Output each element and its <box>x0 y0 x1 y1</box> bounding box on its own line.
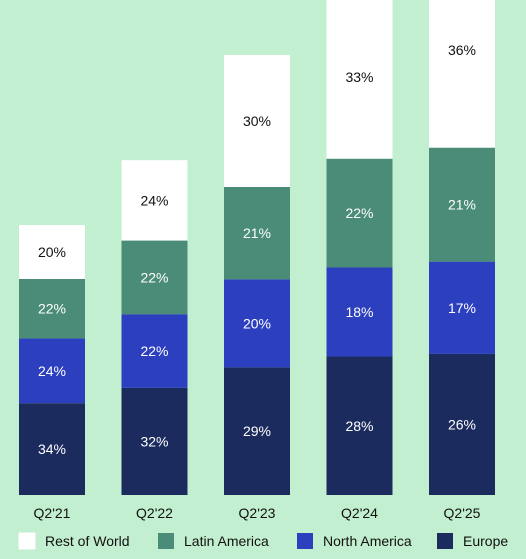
data-label-north-america-q2-22: 22% <box>140 343 168 359</box>
data-label-north-america-q2-21: 24% <box>38 363 66 379</box>
data-label-latin-america-q2-25: 21% <box>448 197 476 213</box>
bar-segment-europe-q2-25 <box>429 353 495 495</box>
bar-segment-europe-q2-21 <box>19 403 85 495</box>
bar-segment-europe-q2-24 <box>326 356 393 495</box>
data-label-rest-of-world-q2-22: 24% <box>140 192 168 208</box>
data-label-rest-of-world-q2-21: 20% <box>38 244 66 260</box>
data-label-europe-q2-22: 32% <box>140 433 168 449</box>
bar-segment-latin-america-q2-25 <box>429 147 495 262</box>
category-label-q2-25: Q2'25 <box>444 505 481 521</box>
data-label-rest-of-world-q2-23: 30% <box>243 113 271 129</box>
legend-swatch-latin-america <box>158 533 174 549</box>
bar-segment-rest-of-world-q2-25 <box>429 0 495 148</box>
bar-segment-north-america-q2-24 <box>326 267 393 357</box>
bar-segment-latin-america-q2-22 <box>121 240 188 315</box>
legend-label-europe: Europe <box>463 533 508 549</box>
data-label-europe-q2-24: 28% <box>345 418 373 434</box>
bar-segment-north-america-q2-25 <box>429 261 495 354</box>
data-label-europe-q2-21: 34% <box>38 441 66 457</box>
data-label-latin-america-q2-24: 22% <box>345 205 373 221</box>
data-label-latin-america-q2-23: 21% <box>243 225 271 241</box>
legend-label-north-america: North America <box>323 533 412 549</box>
bar-segment-rest-of-world-q2-24 <box>326 0 393 159</box>
legend-swatch-europe <box>437 533 453 549</box>
bar-segment-europe-q2-23 <box>224 367 290 495</box>
bar-segment-rest-of-world-q2-23 <box>224 54 290 187</box>
category-label-q2-23: Q2'23 <box>239 505 276 521</box>
legend-swatch-north-america <box>297 533 313 549</box>
data-label-north-america-q2-24: 18% <box>345 304 373 320</box>
bar-segment-rest-of-world-q2-22 <box>121 160 188 241</box>
data-label-rest-of-world-q2-24: 33% <box>345 69 373 85</box>
bar-segment-north-america-q2-21 <box>19 338 85 404</box>
category-label-q2-24: Q2'24 <box>341 505 378 521</box>
data-label-europe-q2-25: 26% <box>448 416 476 432</box>
category-label-q2-21: Q2'21 <box>34 505 71 521</box>
data-label-latin-america-q2-22: 22% <box>140 269 168 285</box>
bar-segment-europe-q2-22 <box>121 387 188 495</box>
data-label-latin-america-q2-21: 22% <box>38 301 66 317</box>
legend-label-rest-of-world: Rest of World <box>45 533 130 549</box>
legend-swatch-rest-of-world <box>18 532 36 550</box>
data-label-rest-of-world-q2-25: 36% <box>448 42 476 58</box>
bar-segment-rest-of-world-q2-21 <box>19 225 85 279</box>
bar-segment-latin-america-q2-21 <box>19 279 85 339</box>
data-label-north-america-q2-25: 17% <box>448 300 476 316</box>
bar-segment-north-america-q2-23 <box>224 279 290 368</box>
legend-label-latin-america: Latin America <box>184 533 269 549</box>
category-label-q2-22: Q2'22 <box>136 505 173 521</box>
bar-segment-latin-america-q2-23 <box>224 186 290 280</box>
bar-segment-north-america-q2-22 <box>121 314 188 388</box>
data-label-north-america-q2-23: 20% <box>243 315 271 331</box>
data-label-europe-q2-23: 29% <box>243 423 271 439</box>
bar-segment-latin-america-q2-24 <box>326 158 393 268</box>
